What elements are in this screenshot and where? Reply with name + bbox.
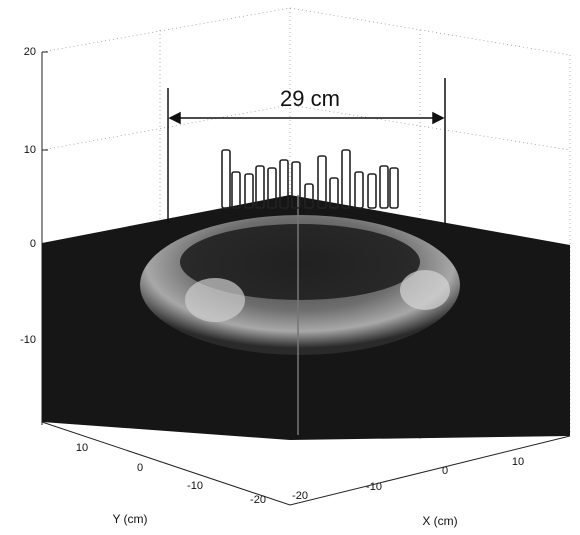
y-tick-label: -20 [250,494,266,506]
figure: 29 cm 20 10 0 -10 10 0 -10 -20 -20 -10 0… [0,0,580,535]
span-label: 29 cm [280,86,340,111]
highlight [185,278,245,322]
z-tick-label: -10 [20,334,36,346]
rod [342,150,350,208]
rod [232,172,240,208]
highlight [400,270,450,310]
x-tick-label: -20 [292,490,308,502]
z-tick-label: 10 [24,144,36,156]
rod [355,172,363,208]
y-axis-label: Y (cm) [112,512,147,526]
x-tick-label: 0 [442,465,448,477]
y-tick-label: 0 [137,462,143,474]
x-axis-label: X (cm) [422,514,457,528]
rod [380,166,388,208]
z-tick-label: 0 [30,238,36,250]
rod [368,174,376,208]
rod [390,168,398,208]
rod [318,156,326,208]
x-tick-label: -10 [366,481,382,493]
x-tick-label: 10 [512,456,524,468]
y-tick-label: 10 [76,442,88,454]
z-tick-label: 20 [24,46,36,58]
rod [222,150,230,208]
y-tick-label: -10 [187,480,203,492]
